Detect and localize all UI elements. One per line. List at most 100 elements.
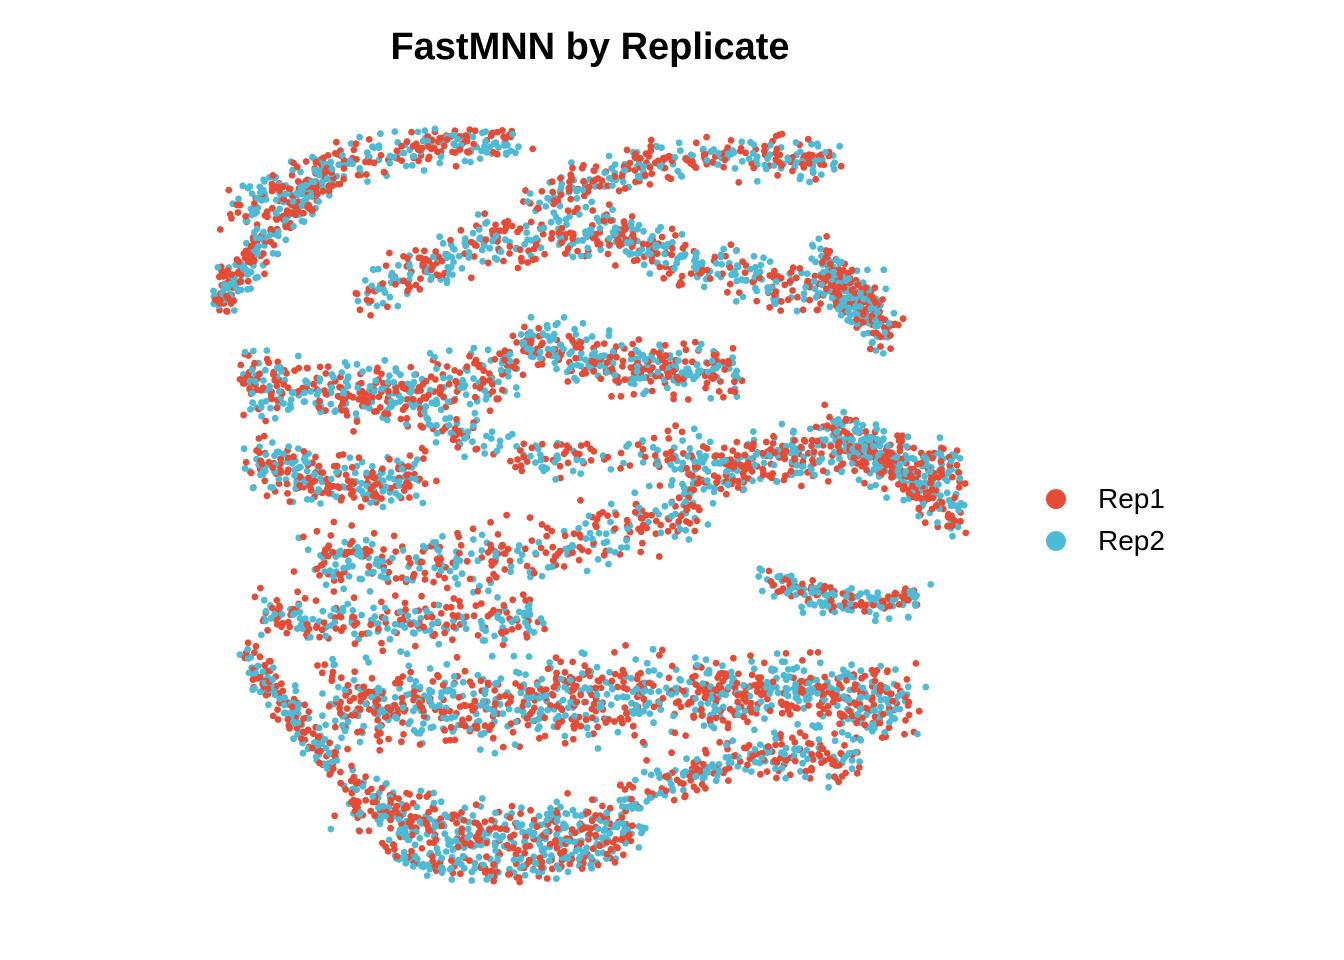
point-rep1 (629, 784, 637, 791)
point-rep2 (631, 489, 639, 497)
point-rep2 (571, 374, 578, 382)
point-rep2 (813, 676, 821, 684)
point-rep1 (223, 308, 231, 315)
point-rep1 (343, 705, 351, 712)
point-rep2 (607, 500, 615, 508)
point-rep2 (515, 669, 523, 677)
point-rep1 (587, 457, 595, 464)
point-rep2 (386, 159, 394, 167)
point-rep1 (397, 415, 405, 423)
point-rep1 (619, 851, 627, 859)
point-rep1 (585, 548, 592, 555)
point-rep2 (809, 167, 817, 175)
point-rep1 (487, 541, 494, 549)
point-rep1 (453, 653, 461, 661)
point-rep1 (320, 154, 327, 162)
point-rep2 (789, 429, 797, 436)
point-rep1 (407, 363, 415, 371)
point-rep1 (633, 256, 641, 264)
point-rep1 (729, 344, 737, 352)
point-rep2 (299, 749, 307, 757)
point-rep2 (458, 570, 466, 578)
point-rep1 (741, 269, 749, 277)
point-rep2 (319, 712, 326, 720)
point-rep2 (522, 222, 530, 230)
point-rep2 (753, 705, 761, 713)
point-rep2 (398, 395, 405, 403)
point-rep1 (412, 247, 420, 254)
point-rep2 (593, 663, 601, 671)
point-rep2 (246, 183, 254, 190)
point-rep1 (883, 668, 891, 676)
point-rep1 (528, 537, 536, 544)
point-rep2 (478, 795, 486, 802)
point-rep2 (782, 774, 789, 782)
point-rep2 (266, 231, 274, 239)
point-rep1 (820, 690, 828, 698)
point-rep1 (471, 359, 478, 367)
point-rep2 (587, 861, 594, 869)
point-rep1 (283, 480, 291, 488)
point-rep2 (935, 481, 942, 488)
point-rep2 (303, 467, 311, 475)
point-rep1 (798, 482, 805, 490)
point-rep1 (877, 343, 884, 350)
point-rep1 (499, 641, 507, 649)
point-rep1 (521, 545, 529, 553)
point-rep2 (579, 237, 586, 244)
point-rep1 (957, 517, 964, 525)
point-rep2 (770, 162, 778, 169)
point-rep1 (421, 480, 429, 488)
point-rep1 (450, 623, 457, 631)
point-rep1 (377, 151, 385, 159)
point-rep1 (726, 705, 734, 713)
point-rep1 (342, 471, 350, 479)
point-rep2 (583, 336, 590, 344)
point-rep1 (586, 830, 594, 838)
point-rep1 (712, 659, 720, 667)
point-rep2 (543, 321, 551, 329)
point-rep2 (392, 367, 400, 375)
point-rep2 (302, 377, 309, 385)
point-rep2 (836, 259, 843, 267)
point-rep1 (461, 667, 469, 675)
point-rep1 (466, 352, 473, 360)
point-rep1 (727, 241, 735, 249)
point-rep2 (848, 661, 855, 669)
point-rep2 (577, 362, 585, 370)
point-rep1 (569, 164, 576, 172)
point-rep1 (251, 593, 259, 601)
point-rep1 (808, 436, 816, 444)
point-rep2 (640, 227, 647, 235)
point-rep2 (552, 475, 559, 483)
point-rep1 (536, 854, 544, 862)
point-rep1 (512, 680, 519, 687)
point-rep2 (349, 562, 356, 570)
point-rep1 (263, 208, 271, 216)
point-rep1 (739, 258, 746, 265)
point-rep1 (668, 749, 675, 757)
point-rep2 (275, 475, 283, 483)
point-rep1 (561, 739, 569, 747)
point-rep1 (491, 355, 499, 363)
point-rep2 (859, 421, 867, 429)
point-rep1 (261, 270, 268, 278)
point-rep1 (680, 340, 688, 348)
point-rep1 (910, 444, 918, 452)
point-rep2 (582, 520, 589, 527)
point-rep1 (469, 525, 477, 533)
point-rep2 (717, 251, 725, 259)
point-rep2 (249, 484, 257, 492)
point-rep2 (815, 235, 823, 243)
point-rep1 (477, 600, 485, 607)
point-rep2 (499, 710, 507, 718)
point-rep2 (836, 602, 843, 609)
point-rep1 (274, 358, 282, 366)
point-rep1 (432, 248, 440, 255)
point-rep2 (527, 352, 535, 360)
point-rep2 (657, 706, 665, 713)
point-rep2 (621, 796, 628, 803)
point-rep1 (252, 642, 260, 650)
point-rep2 (267, 404, 274, 412)
point-rep1 (629, 340, 637, 348)
